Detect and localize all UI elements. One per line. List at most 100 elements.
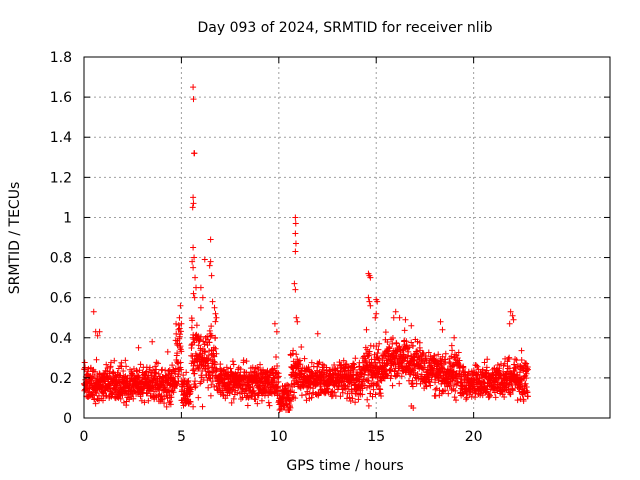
data-point (188, 345, 195, 352)
data-point (494, 361, 501, 368)
data-point (389, 334, 396, 341)
data-point (237, 366, 244, 373)
data-point (174, 380, 181, 387)
data-point (122, 357, 129, 364)
data-point (518, 347, 525, 354)
data-point (153, 366, 160, 373)
data-point (258, 397, 265, 404)
data-point (129, 371, 136, 378)
data-point (291, 280, 298, 287)
data-point (90, 308, 97, 315)
data-point (316, 359, 323, 366)
data-point (178, 348, 185, 355)
data-point (208, 272, 215, 279)
data-point (463, 394, 470, 401)
data-point (292, 395, 299, 402)
data-point (244, 402, 251, 409)
data-point (252, 391, 259, 398)
data-point (115, 376, 122, 383)
data-point (291, 389, 298, 396)
data-point (520, 397, 527, 404)
data-point (449, 347, 456, 354)
data-point (408, 339, 415, 346)
data-point (507, 308, 514, 315)
data-point (170, 389, 177, 396)
data-point (107, 385, 114, 392)
data-point (398, 373, 405, 380)
data-point (211, 359, 218, 366)
data-point (355, 374, 362, 381)
data-point (405, 348, 412, 355)
data-point (190, 290, 197, 297)
data-point (439, 326, 446, 333)
data-point (518, 357, 525, 364)
y-tick-label: 0.8 (50, 251, 72, 267)
data-point (363, 384, 370, 391)
data-point (168, 394, 175, 401)
data-point (135, 344, 142, 351)
data-point (209, 364, 216, 371)
y-tick-label: 0 (63, 411, 72, 427)
data-point (483, 364, 490, 371)
data-point (204, 355, 211, 362)
data-point (512, 356, 519, 363)
data-point (141, 399, 148, 406)
data-point (352, 355, 359, 362)
data-point (455, 349, 462, 356)
data-point (506, 320, 513, 327)
data-point (290, 347, 297, 354)
data-point (152, 363, 159, 370)
data-point (178, 320, 185, 327)
data-point (442, 387, 449, 394)
data-point (422, 379, 429, 386)
data-point (257, 361, 264, 368)
data-point (301, 355, 308, 362)
data-point (169, 362, 176, 369)
data-point (189, 317, 196, 324)
data-point (401, 354, 408, 361)
data-point (189, 204, 196, 211)
data-point (305, 364, 312, 371)
data-point (315, 390, 322, 397)
data-point (191, 370, 198, 377)
data-point (355, 390, 362, 397)
data-point (186, 391, 193, 398)
data-point (173, 320, 180, 327)
data-point (111, 357, 118, 364)
data-point (387, 375, 394, 382)
data-point (436, 387, 443, 394)
data-point (365, 294, 372, 301)
data-point (195, 366, 202, 373)
data-point (460, 365, 467, 372)
data-point (190, 200, 197, 207)
data-point (380, 364, 387, 371)
data-point (393, 340, 400, 347)
data-point (123, 363, 130, 370)
data-point (367, 274, 374, 281)
data-point (159, 366, 166, 373)
data-point (209, 378, 216, 385)
data-point (492, 394, 499, 401)
data-point (522, 380, 529, 387)
data-point (292, 220, 299, 227)
data-point (457, 373, 464, 380)
data-point (365, 378, 372, 385)
data-point (365, 372, 372, 379)
data-point (351, 361, 358, 368)
data-point (92, 400, 99, 407)
data-point (525, 366, 532, 373)
data-point (257, 379, 264, 386)
data-point (109, 368, 116, 375)
data-point (245, 394, 252, 401)
data-point (206, 262, 213, 269)
data-point (183, 369, 190, 376)
data-point (486, 393, 493, 400)
data-point (251, 374, 258, 381)
data-point (292, 248, 299, 255)
data-point (213, 314, 220, 321)
data-point (506, 354, 513, 361)
data-point (145, 397, 152, 404)
data-point (379, 355, 386, 362)
data-point (136, 367, 143, 374)
data-point (308, 394, 315, 401)
